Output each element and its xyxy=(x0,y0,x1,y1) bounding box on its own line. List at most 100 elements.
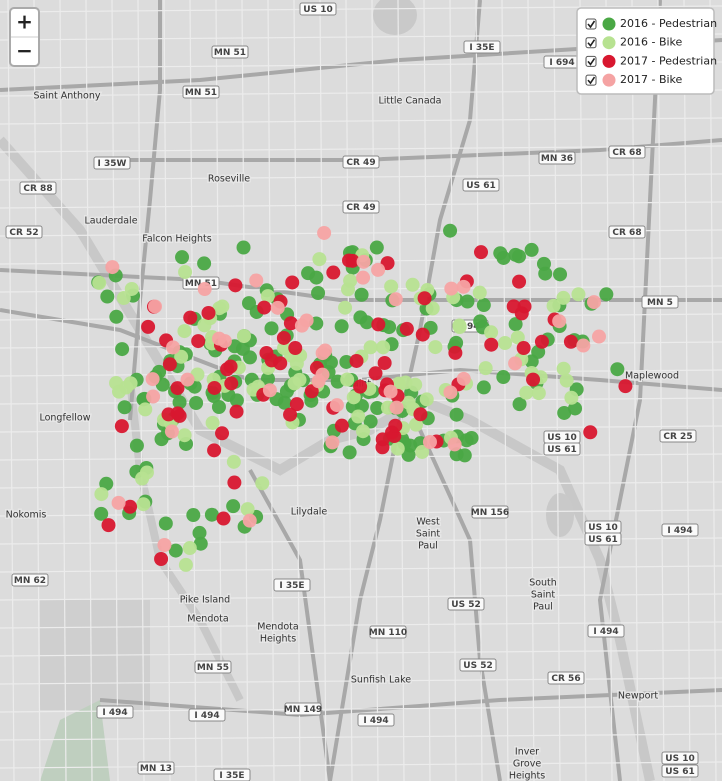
shield-background xyxy=(538,151,576,165)
shield-label: MN 51 xyxy=(214,48,246,58)
lake xyxy=(546,493,574,537)
shield-label: US 61 xyxy=(547,445,576,455)
crash-point xyxy=(519,385,534,400)
shield-label: I 94 xyxy=(460,322,479,332)
legend-label: 2016 - Pedestrian xyxy=(620,17,717,30)
crash-point xyxy=(326,265,341,280)
crash-point xyxy=(226,454,241,469)
place-label: Nokomis xyxy=(6,510,47,521)
crash-point xyxy=(508,356,523,371)
crash-point xyxy=(383,384,398,399)
crash-point xyxy=(329,398,344,413)
crash-point xyxy=(115,342,130,357)
crash-point xyxy=(456,279,471,294)
shield-background xyxy=(463,40,501,54)
street xyxy=(241,0,249,781)
road-shield: MN 62 xyxy=(11,573,49,587)
crash-point xyxy=(557,405,572,420)
crash-point xyxy=(526,372,541,387)
crash-point xyxy=(586,295,601,310)
shield-background xyxy=(211,45,249,59)
legend-swatch xyxy=(602,73,616,87)
crash-point xyxy=(459,433,474,448)
shield-label: MN 156 xyxy=(471,508,509,518)
crash-point xyxy=(508,247,523,262)
place-labels: Saint Anthony Little Canada Roseville Laude… xyxy=(4,89,680,781)
crash-point xyxy=(510,330,525,345)
crash-point xyxy=(211,399,226,414)
crash-point xyxy=(111,495,126,510)
crash-point xyxy=(371,262,386,277)
crash-point xyxy=(476,298,491,313)
crash-point xyxy=(262,383,277,398)
crash-point xyxy=(496,370,511,385)
place-label: Falcon Heights xyxy=(142,234,212,245)
shield-background xyxy=(661,764,699,778)
street xyxy=(163,0,171,781)
street xyxy=(33,0,41,781)
crash-point xyxy=(294,318,309,333)
crash-point xyxy=(419,392,434,407)
shield-label: I 694 xyxy=(549,58,574,68)
crash-point xyxy=(189,396,204,411)
crash-point xyxy=(101,518,116,533)
road-shield: US 52 xyxy=(447,597,485,611)
crash-point xyxy=(351,409,366,424)
crash-point xyxy=(154,432,169,447)
crash-point xyxy=(193,536,208,551)
zoom-in[interactable]: + xyxy=(16,10,33,34)
crash-point xyxy=(370,400,385,415)
crash-point xyxy=(201,305,216,320)
crash-point xyxy=(340,372,355,387)
crash-point xyxy=(223,359,238,374)
road-shield: I 494 xyxy=(96,705,134,719)
crash-point xyxy=(456,371,471,386)
crash-point xyxy=(447,437,462,452)
crash-point xyxy=(618,379,633,394)
crash-point xyxy=(443,385,458,400)
checkmark xyxy=(587,39,596,48)
shield-label: CR 49 xyxy=(346,203,375,213)
crash-point xyxy=(389,400,404,415)
road-shield: MN 149 xyxy=(284,702,322,716)
shield-background xyxy=(462,178,500,192)
road-shield: I 494 xyxy=(587,624,625,638)
crash-point xyxy=(145,372,160,387)
shield-label: MN 5 xyxy=(647,298,673,308)
crash-point xyxy=(334,319,349,334)
shield-label: CR 52 xyxy=(9,228,38,238)
crash-point xyxy=(177,428,192,443)
crash-point xyxy=(136,497,151,512)
crash-point xyxy=(312,252,327,267)
crash-point xyxy=(141,319,156,334)
street xyxy=(0,453,722,461)
interstate xyxy=(597,0,662,781)
crash-point xyxy=(168,543,183,558)
crash-point xyxy=(563,334,578,349)
crash-point xyxy=(249,273,264,288)
crash-point xyxy=(94,506,109,521)
zoom-out[interactable]: − xyxy=(16,39,33,63)
shield-label: MN 36 xyxy=(541,154,573,164)
crash-point xyxy=(444,281,459,296)
crash-point xyxy=(311,285,326,300)
crash-point xyxy=(283,407,298,422)
road-shield: CR 88 xyxy=(19,181,57,195)
street xyxy=(0,565,722,573)
crash-point xyxy=(162,357,177,372)
shield-background xyxy=(641,295,679,309)
crash-point xyxy=(349,353,364,368)
shield-label: US 61 xyxy=(588,535,617,545)
street xyxy=(0,5,722,13)
shield-label: CR 49 xyxy=(346,158,375,168)
place-label: Little Canada xyxy=(378,96,441,107)
crash-point xyxy=(116,291,131,306)
road-shield: CR 49 xyxy=(342,200,380,214)
shield-label: CR 68 xyxy=(612,228,641,238)
shield-background xyxy=(93,156,131,170)
crash-point xyxy=(315,367,330,382)
street xyxy=(293,0,301,781)
shield-label: US 52 xyxy=(451,600,480,610)
crash-point xyxy=(417,291,432,306)
crash-point xyxy=(363,414,378,429)
